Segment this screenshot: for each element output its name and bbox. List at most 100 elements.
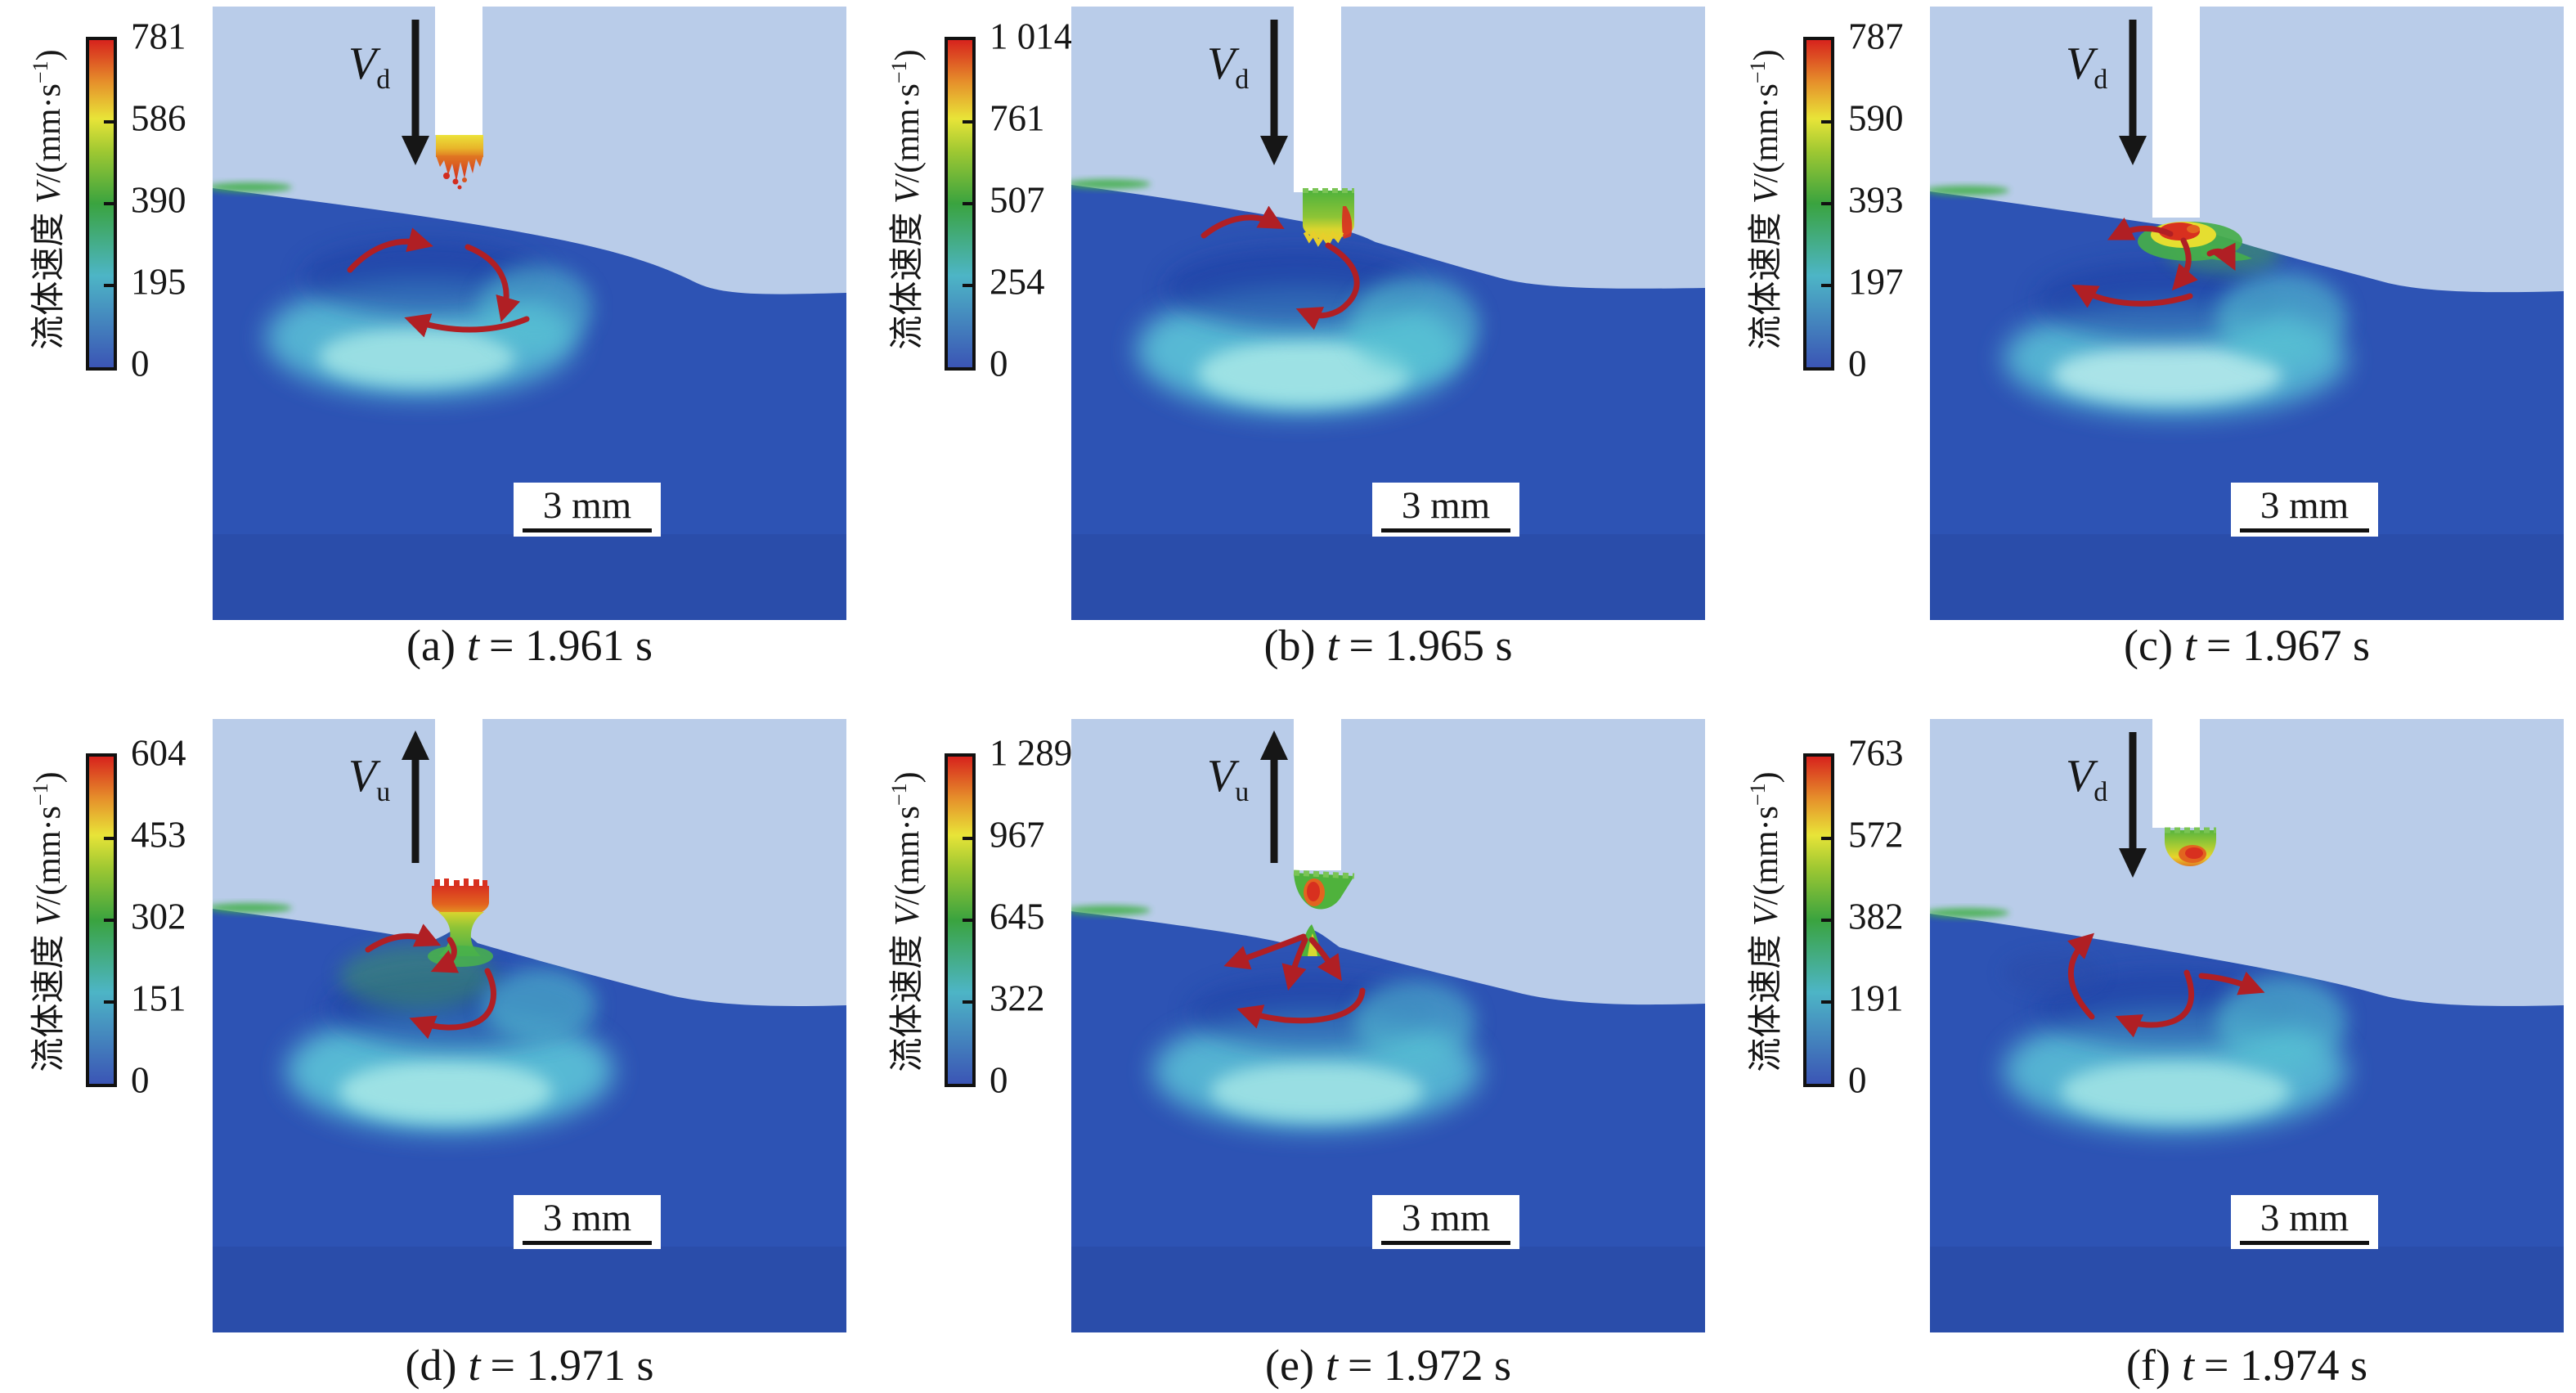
panel-caption-index: (a) (406, 621, 456, 670)
colorbar-axis-unit: /(mm·s (30, 83, 68, 183)
simulation-snapshot: Vu 3 mm (1071, 719, 1705, 1332)
colorbar-axis-unit-exponent: −1 (1746, 783, 1770, 807)
panel-caption: (f) t = 1.974 s (1930, 1341, 2564, 1390)
panel-caption-time-variable: t (466, 621, 479, 670)
colorbar-axis-unit: /(mm·s (30, 806, 68, 905)
colorbar-tick: 590 (1848, 97, 1904, 139)
colorbar-tick: 302 (131, 896, 186, 937)
panel-b: 流体速度 V/(mm·s−1) 1 014 761 507 254 0 Vd 3… (859, 0, 1717, 696)
colorbar-tick-zero: 0 (131, 1059, 150, 1101)
velocity-colorbar (945, 753, 976, 1087)
velocity-field-image (1071, 7, 1705, 620)
colorbar-axis-label-zh: 流体速度 (30, 934, 68, 1072)
colorbar-tick-labels: 763 572 382 191 0 (1848, 735, 1954, 1099)
panel-caption-time-variable: t (468, 1341, 481, 1390)
colorbar-axis-variable: V (889, 905, 927, 927)
panel-caption-time-variable: t (1325, 1341, 1338, 1390)
panel-caption-index: (d) (405, 1341, 457, 1390)
panel-caption: (b) t = 1.965 s (1071, 621, 1705, 670)
colorbar-axis-unit-exponent: −1 (1746, 61, 1770, 84)
scale-bar-label: 3 mm (1401, 1197, 1491, 1239)
panel-caption-time-value: = 1.965 s (1349, 621, 1513, 670)
wire-velocity-label-vd: Vd (1207, 41, 1249, 94)
simulation-snapshot: Vd 3 mm (1071, 7, 1705, 620)
colorbar-tick: 572 (1848, 814, 1904, 856)
colorbar-tick-max: 763 (1848, 732, 1904, 774)
colorbar-tick-zero: 0 (990, 343, 1008, 384)
colorbar-tickmark (1821, 1000, 1831, 1004)
wire-velocity-subscript: d (376, 65, 391, 96)
colorbar-axis-label: 流体速度 V/(mm·s−1) (1735, 0, 1785, 429)
scale-bar-label: 3 mm (542, 484, 632, 527)
colorbar-tick-labels: 1 014 761 507 254 0 (990, 18, 1096, 382)
colorbar-tickmark (104, 202, 114, 205)
colorbar-axis-label: 流体速度 V/(mm·s−1) (1735, 693, 1785, 1151)
colorbar-tickmark (963, 1000, 972, 1004)
colorbar-tick: 197 (1848, 261, 1904, 303)
colorbar-axis-label-zh: 流体速度 (889, 212, 927, 350)
colorbar-tickmark (1821, 202, 1831, 205)
colorbar-tick: 967 (990, 814, 1045, 856)
panel-caption-time-variable: t (2181, 1341, 2194, 1390)
colorbar-tick-labels: 781 586 390 195 0 (131, 18, 237, 382)
colorbar-axis-variable: V (889, 182, 927, 204)
velocity-colorbar (86, 753, 117, 1087)
panel-caption: (e) t = 1.972 s (1071, 1341, 1705, 1390)
colorbar-axis-variable: V (1748, 905, 1785, 927)
colorbar-tickmark (963, 837, 972, 840)
colorbar-tick-labels: 787 590 393 197 0 (1848, 18, 1954, 382)
panel-a: 流体速度 V/(mm·s−1) 781 586 390 195 0 Vd 3 m… (0, 0, 859, 696)
colorbar-axis-unit-close: ) (1748, 49, 1785, 61)
colorbar-tick-max: 1 014 (990, 16, 1073, 57)
colorbar-tick-labels: 604 453 302 151 0 (131, 735, 237, 1099)
colorbar-tick: 586 (131, 97, 186, 139)
scale-bar-label: 3 mm (2260, 1197, 2349, 1239)
colorbar-tick-max: 604 (131, 732, 186, 774)
panel-caption-index: (f) (2126, 1341, 2170, 1390)
colorbar-axis-unit-close: ) (889, 49, 927, 61)
scale-bar: 3 mm (2231, 483, 2378, 537)
wire-velocity-subscript: d (2094, 65, 2108, 96)
colorbar-axis-unit: /(mm·s (1748, 806, 1785, 905)
colorbar-tick-labels: 1 289 967 645 322 0 (990, 735, 1096, 1099)
simulation-snapshot: Vd 3 mm (1930, 719, 2564, 1332)
colorbar-tick: 382 (1848, 896, 1904, 937)
colorbar-tickmark (1821, 284, 1831, 287)
colorbar-tick: 390 (131, 179, 186, 221)
wire-velocity-label-vd: Vd (348, 41, 390, 94)
scale-bar: 3 mm (2231, 1195, 2378, 1249)
colorbar-tick: 393 (1848, 179, 1904, 221)
colorbar-axis-unit-exponent: −1 (887, 61, 911, 84)
colorbar-tick-zero: 0 (1848, 343, 1867, 384)
colorbar-axis-label-zh: 流体速度 (889, 934, 927, 1072)
wire-velocity-variable: V (348, 751, 377, 802)
panel-caption-time-value: = 1.972 s (1347, 1341, 1511, 1390)
colorbar-tick: 761 (990, 97, 1045, 139)
velocity-colorbar (1803, 753, 1834, 1087)
colorbar-tickmark (1821, 120, 1831, 124)
colorbar-tickmark (963, 919, 972, 922)
colorbar-tick-max: 787 (1848, 16, 1904, 57)
colorbar-axis-label-zh: 流体速度 (30, 212, 68, 350)
colorbar-axis-label-zh: 流体速度 (1748, 212, 1785, 350)
colorbar-axis-unit: /(mm·s (889, 806, 927, 905)
colorbar-axis-unit-exponent: −1 (29, 61, 52, 84)
colorbar-axis-unit-close: ) (889, 771, 927, 784)
panel-caption: (d) t = 1.971 s (213, 1341, 846, 1390)
scale-bar: 3 mm (514, 1195, 661, 1249)
panel-f: 流体速度 V/(mm·s−1) 763 572 382 191 0 Vd 3 m… (1717, 697, 2576, 1393)
colorbar-axis-variable: V (30, 182, 68, 204)
wire-velocity-label-vd: Vd (2066, 41, 2107, 94)
wire-velocity-label-vu: Vu (348, 753, 390, 807)
colorbar-axis-label: 流体速度 V/(mm·s−1) (18, 0, 68, 429)
colorbar-tick: 322 (990, 977, 1045, 1019)
panel-c: 流体速度 V/(mm·s−1) 787 590 393 197 0 Vd 3 m… (1717, 0, 2576, 696)
colorbar-tick-max: 781 (131, 16, 186, 57)
panel-caption-time-variable: t (2183, 621, 2197, 670)
wire-velocity-variable: V (348, 38, 377, 89)
panel-caption: (a) t = 1.961 s (213, 621, 846, 670)
wire-velocity-subscript: d (2094, 777, 2108, 808)
panel-e: 流体速度 V/(mm·s−1) 1 289 967 645 322 0 Vu 3… (859, 697, 1717, 1393)
colorbar-tick-zero: 0 (1848, 1059, 1867, 1101)
